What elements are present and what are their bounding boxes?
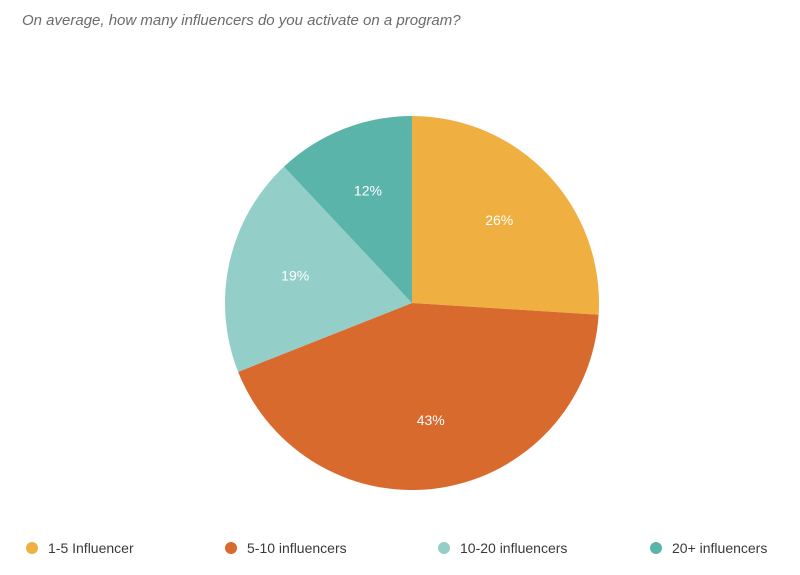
pie-label-20-plus: 12% <box>354 182 382 198</box>
legend-item-20-plus: 20+ influencers <box>650 536 767 560</box>
pie-slice-20-plus <box>283 115 412 303</box>
pie-slice-5-10 <box>238 303 599 490</box>
legend-item-1-5: 1-5 Influencer <box>26 536 134 560</box>
legend-label-5-10: 5-10 influencers <box>247 540 347 556</box>
pie-label-10-20: 19% <box>281 268 309 284</box>
legend-label-10-20: 10-20 influencers <box>460 540 568 556</box>
pie-labels: 26% 43% 19% 12% <box>281 182 513 427</box>
legend-swatch-1-5 <box>26 542 38 554</box>
legend: 1-5 Influencer 5-10 influencers 10-20 in… <box>0 536 800 560</box>
legend-label-1-5: 1-5 Influencer <box>48 540 134 556</box>
pie-slice-10-20 <box>224 166 412 372</box>
pie-label-1-5: 26% <box>485 212 513 228</box>
legend-swatch-10-20 <box>438 542 450 554</box>
legend-swatch-20-plus <box>650 542 662 554</box>
legend-label-20-plus: 20+ influencers <box>672 540 768 556</box>
legend-item-10-20: 10-20 influencers <box>438 536 567 560</box>
pie-slice-1-5 <box>412 116 599 315</box>
chart-title: On average, how many influencers do you … <box>22 12 461 29</box>
pie-slices <box>224 115 599 490</box>
pie-chart: 26% 43% 19% 12% <box>224 115 599 490</box>
legend-swatch-5-10 <box>225 542 237 554</box>
legend-item-5-10: 5-10 influencers <box>225 536 347 560</box>
pie-label-5-10: 43% <box>417 412 445 428</box>
